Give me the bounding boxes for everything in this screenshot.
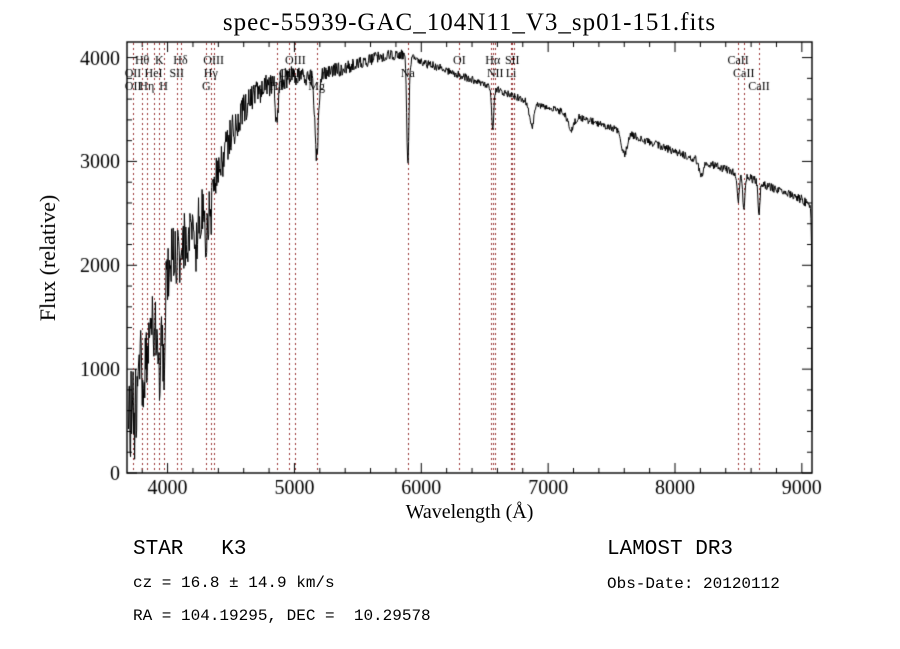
y-axis-label: Flux (relative) [35,194,60,322]
object-class-label: STAR K3 [133,538,247,561]
ra-dec-label: RA = 104.19295, DEC = 10.29578 [133,607,431,625]
obs-date-label: Obs-Date: 20120112 [607,575,780,593]
x-axis-label: Wavelength (Å) [405,501,534,523]
plot-title: spec-55939-GAC_104N11_V3_sp01-151.fits [222,9,717,36]
survey-release-label: LAMOST DR3 [607,538,734,561]
radial-velocity-label: cz = 16.8 ± 14.9 km/s [133,574,335,592]
